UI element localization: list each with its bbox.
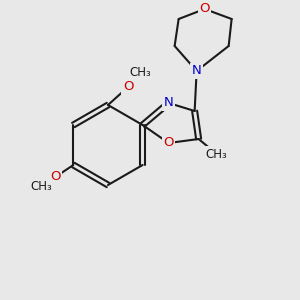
Text: O: O — [164, 136, 174, 149]
Text: O: O — [200, 2, 210, 16]
Text: CH₃: CH₃ — [129, 67, 151, 80]
Text: CH₃: CH₃ — [206, 148, 227, 160]
Text: CH₃: CH₃ — [31, 181, 52, 194]
Text: N: N — [164, 97, 173, 110]
Text: O: O — [50, 170, 61, 184]
Text: N: N — [192, 64, 202, 77]
Text: O: O — [123, 80, 133, 94]
